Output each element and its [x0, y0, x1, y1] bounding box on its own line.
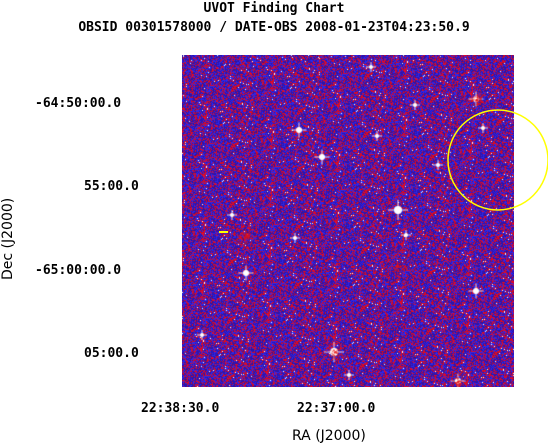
dec-tick-label: 55:00.0 — [84, 179, 139, 194]
sky-image — [182, 55, 514, 387]
ra-tick-label: 22:38:30.0 — [141, 401, 220, 416]
target-region-circle — [447, 109, 548, 211]
ra-tick-label: 22:37:00.0 — [297, 401, 376, 416]
dec-tick-label: -65:00:00.0 — [35, 263, 122, 278]
dec-tick-label: -64:50:00.0 — [35, 96, 122, 111]
x-axis-label: RA (J2000) — [292, 428, 366, 444]
chart-subtitle: OBSID 00301578000 / DATE-OBS 2008-01-23T… — [78, 20, 470, 35]
dec-tick-label: 05:00.0 — [84, 346, 139, 361]
chart-title: UVOT Finding Chart — [203, 1, 345, 16]
